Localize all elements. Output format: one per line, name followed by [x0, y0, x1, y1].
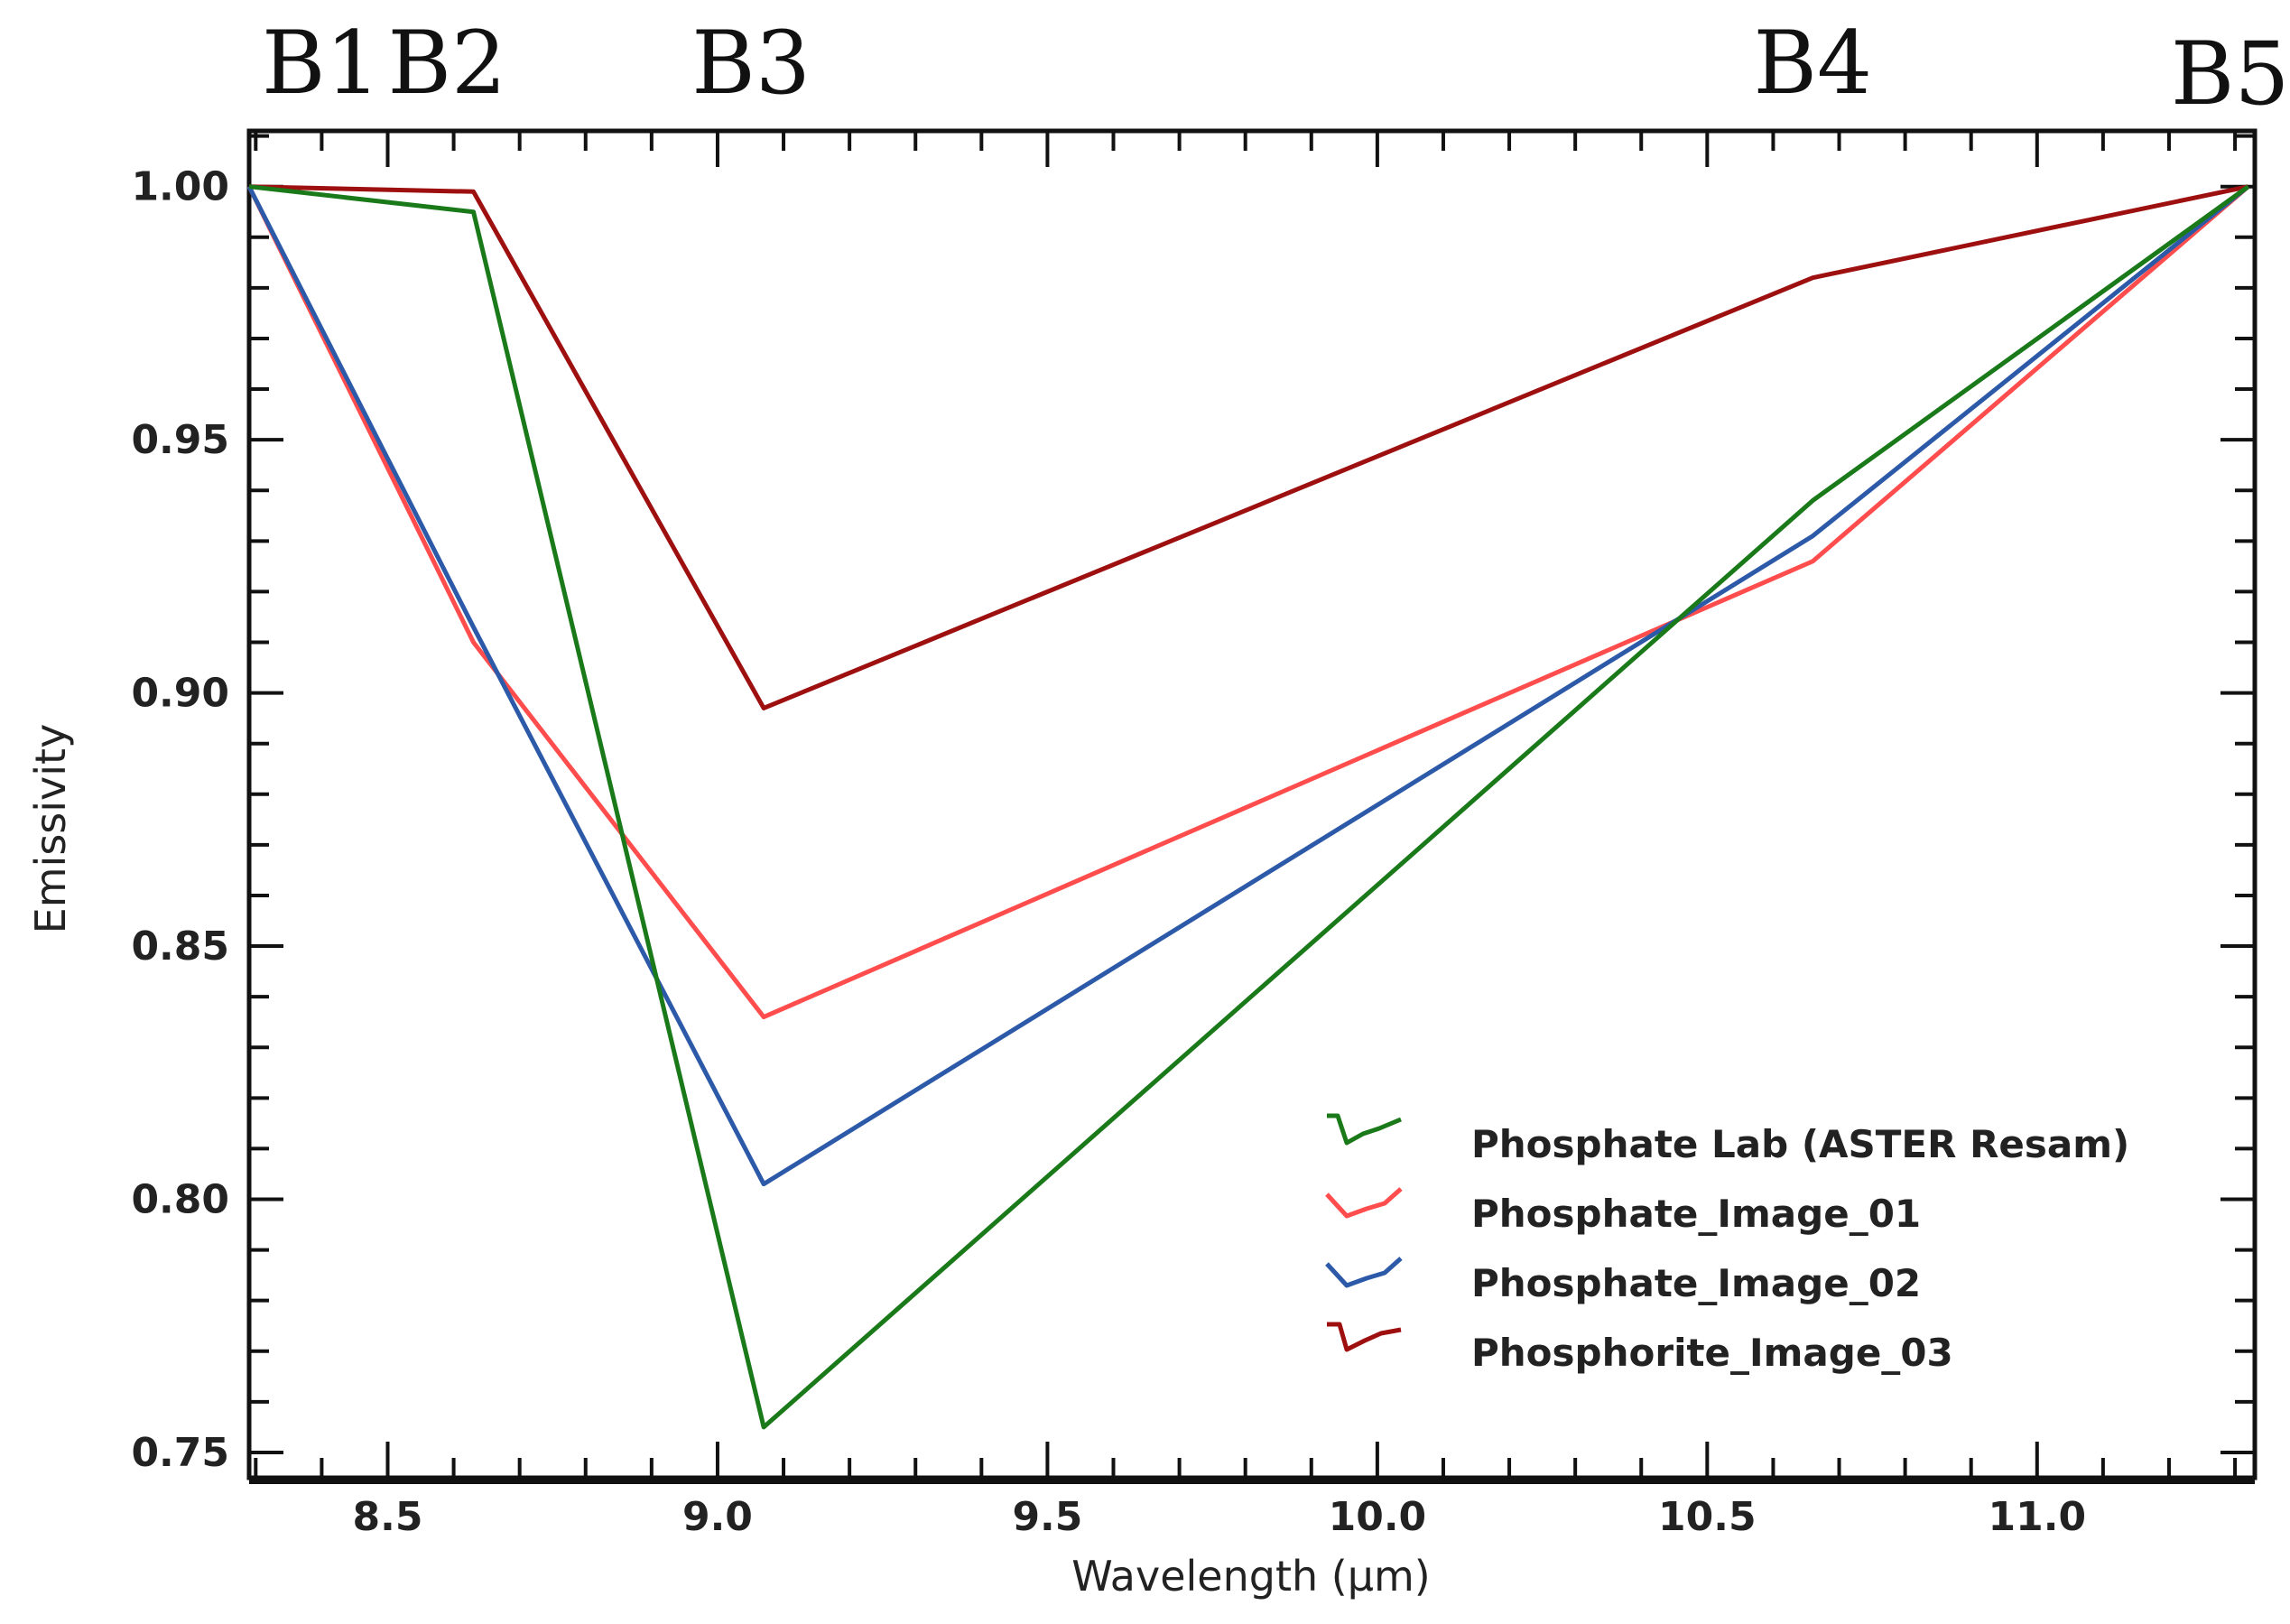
legend-swatch	[1327, 1322, 1402, 1352]
band-label-b3: B3	[691, 13, 811, 114]
x-tick-label: 11.0	[1989, 1494, 2087, 1540]
band-label-b4: B4	[1753, 13, 1872, 114]
legend-item: Phosphate_Image_02	[1325, 1257, 1921, 1305]
legend-swatch	[1325, 1187, 1403, 1219]
band-label-b5: B5	[2171, 23, 2290, 125]
y-tick-label: 0.85	[131, 923, 229, 970]
series-line-phosphorite-image-03	[248, 184, 2249, 710]
legend-label: Phosphate_Image_01	[1471, 1192, 1921, 1236]
y-tick-label: 0.95	[131, 417, 229, 463]
band-label-b2: B2	[388, 13, 507, 114]
series-line-phosphate-image-01	[246, 184, 2250, 1020]
x-tick-label: 10.5	[1658, 1494, 1757, 1540]
y-tick-label: 0.80	[131, 1177, 229, 1223]
y-tick-label: 0.90	[131, 671, 229, 717]
series-line-phosphate-lab-aster-resam	[248, 184, 2250, 1430]
x-tick-label: 8.5	[353, 1494, 423, 1540]
legend-label: Phosphate Lab (ASTER Resam)	[1471, 1122, 2129, 1166]
y-axis-title: Emissivity	[26, 724, 75, 934]
legend-item: Phosphorite_Image_03	[1327, 1322, 1953, 1375]
x-tick-label: 10.0	[1329, 1494, 1427, 1540]
x-tick-label: 9.5	[1012, 1494, 1082, 1540]
x-tick-label: 9.0	[682, 1494, 753, 1540]
series-line-phosphate-image-02	[246, 184, 2250, 1187]
legend-item: Phosphate Lab (ASTER Resam)	[1327, 1113, 2129, 1166]
legend-swatch	[1325, 1257, 1403, 1288]
legend-label: Phosphate_Image_02	[1471, 1261, 1921, 1305]
legend-item: Phosphate_Image_01	[1325, 1187, 1921, 1236]
y-tick-label: 0.75	[131, 1430, 229, 1476]
band-label-b1: B1	[262, 13, 381, 114]
legend-label: Phosphorite_Image_03	[1471, 1331, 1953, 1375]
y-tick-label: 1.00	[131, 164, 229, 210]
legend-swatch	[1327, 1113, 1402, 1146]
x-axis-title: Wavelength (µm)	[1071, 1552, 1430, 1601]
